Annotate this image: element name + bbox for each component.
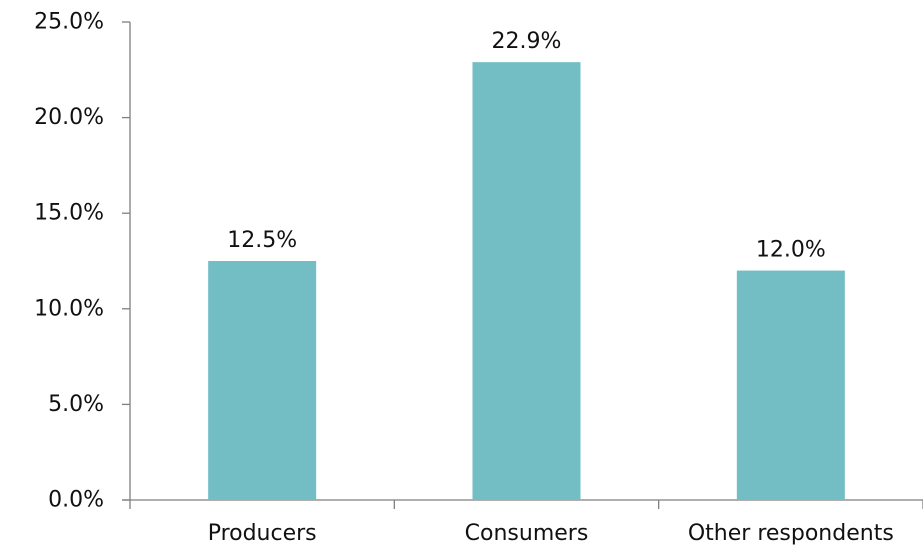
labels: 0.0% 5.0% 10.0% 15.0% 20.0% 25.0% 12.5% Produce… [34,10,894,547]
y-tick-label: 0.0% [48,488,104,513]
y-tick-label: 20.0% [34,105,104,130]
bars [208,62,845,500]
category-label: Consumers [465,521,589,546]
y-tick-label: 15.0% [34,201,104,226]
y-tick-label: 5.0% [48,392,104,417]
bar-producers [208,261,317,500]
y-tick-label: 10.0% [34,296,104,321]
data-label: 22.9% [492,29,562,54]
category-label: Other respondents [688,521,894,546]
y-tick-label: 25.0% [34,10,104,35]
bar-consumers [472,62,581,500]
data-label: 12.0% [756,238,826,263]
bar-other-respondents [736,270,845,500]
category-label: Producers [208,521,317,546]
data-label: 12.5% [227,228,297,253]
